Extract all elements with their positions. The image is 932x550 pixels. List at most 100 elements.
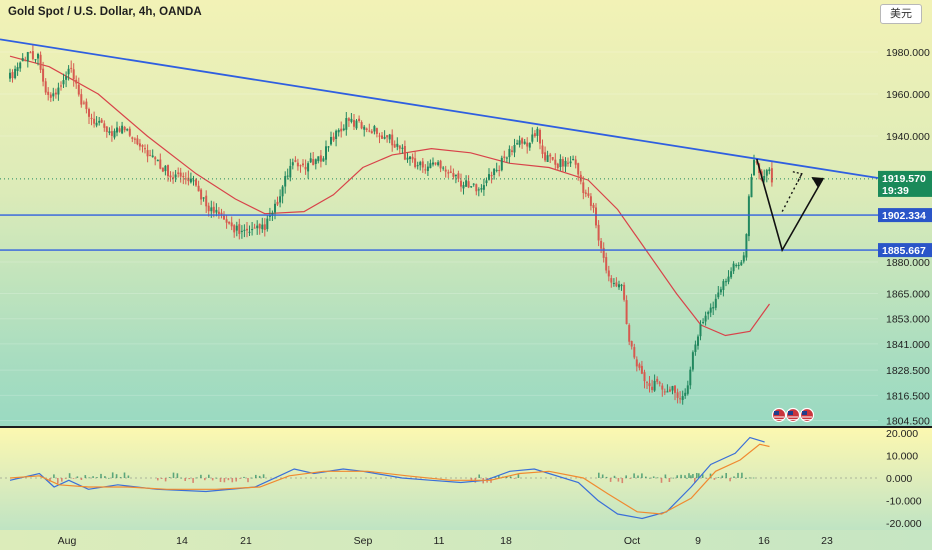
candle-body (465, 180, 468, 187)
candle-body (286, 175, 289, 177)
candle-body (518, 140, 521, 145)
macd-histogram-bar (219, 478, 222, 482)
candle-body (9, 72, 11, 79)
candle-body (523, 141, 526, 144)
candle-body (26, 52, 29, 62)
macd-histogram-bar (680, 474, 682, 478)
macd-histogram-bar (227, 478, 230, 481)
macd-histogram-bar (621, 478, 624, 484)
macd-histogram-bar (684, 475, 686, 478)
horizontal-levels-layer (0, 178, 878, 251)
candle-body (169, 175, 172, 178)
candle-body (299, 165, 302, 167)
candle-body (110, 131, 113, 136)
candle-body (327, 146, 330, 148)
candle-body (742, 255, 745, 262)
candle-body (531, 134, 534, 142)
currency-button[interactable]: 美元 (880, 4, 922, 24)
candle-body (595, 207, 597, 226)
macd-histogram-bar (251, 477, 253, 479)
macd-histogram-bar (513, 478, 516, 479)
flag-canton (788, 411, 793, 415)
candle-body (103, 123, 106, 128)
candle-body (363, 126, 366, 130)
candle-body (500, 157, 503, 171)
candle-body (597, 224, 600, 241)
candle-body (360, 122, 363, 129)
candle-body (403, 146, 406, 160)
level-label-0[interactable]: 1902.334 (878, 208, 932, 223)
macd-histogram-bar (729, 478, 731, 482)
candle-body (488, 174, 490, 180)
candle-body (258, 223, 261, 229)
candle-body (521, 138, 524, 144)
candle-body (238, 224, 241, 234)
macd-histogram-bar (741, 472, 743, 478)
candle-body (770, 168, 773, 183)
macd-histogram-bar (164, 478, 167, 482)
time-tick-4: 11 (434, 535, 445, 547)
candle-body (330, 137, 332, 145)
macd-histogram-bar (745, 478, 747, 479)
candle-body (513, 145, 516, 153)
level-label-1[interactable]: 1885.667 (878, 243, 932, 258)
candle-body (80, 94, 83, 105)
candle-body (579, 174, 582, 182)
candle-body (197, 185, 200, 192)
macd-histogram-bar (613, 475, 616, 478)
macd-histogram-bar (223, 478, 226, 483)
candle-body (261, 224, 264, 230)
candle-body (702, 322, 705, 323)
macd-histogram-bar (96, 477, 98, 478)
macd-histogram-bar (211, 478, 214, 481)
candle-body (210, 207, 213, 212)
candle-body (480, 188, 483, 190)
time-axis-background[interactable] (0, 530, 932, 550)
candle-body (57, 87, 60, 95)
level-label-bg (878, 243, 932, 258)
macd-histogram-bar (694, 478, 696, 483)
macd-histogram-bar (601, 474, 604, 478)
pane-separator[interactable] (0, 426, 932, 428)
candle-body (151, 155, 154, 158)
trendline[interactable] (0, 38, 879, 179)
candle-body (251, 229, 254, 231)
us-flag-icon[interactable] (785, 407, 801, 423)
macd-histogram-bar (61, 478, 63, 482)
candle-body (146, 150, 149, 157)
candle-body (52, 93, 55, 97)
us-flag-icon[interactable] (771, 407, 787, 423)
macd-tick-2: 0.000 (886, 473, 912, 485)
candle-body (235, 225, 238, 231)
candle-body (691, 352, 694, 370)
candle-body (684, 392, 687, 396)
candle-body (75, 79, 78, 84)
moving-average-line (9, 55, 770, 337)
candle-body (294, 160, 297, 162)
candle-body (424, 169, 427, 171)
candle-body (676, 392, 679, 398)
time-tick-2: 21 (240, 535, 252, 547)
macd-histogram-bar (196, 477, 198, 479)
candle-body (337, 130, 340, 133)
candle-body (156, 159, 159, 162)
candle-body (406, 157, 409, 160)
candle-body (661, 385, 664, 390)
candle-body (31, 51, 34, 60)
candle-body (289, 165, 292, 178)
macd-histogram-bar (701, 474, 704, 478)
candle-body (674, 385, 676, 393)
candle-body (763, 176, 766, 181)
macd-histogram-bar (717, 477, 720, 478)
candle-body (602, 247, 605, 258)
candle-body (291, 162, 294, 166)
us-flag-icon[interactable] (799, 407, 815, 423)
candle-body (432, 162, 434, 165)
candle-body (628, 325, 631, 342)
candle-body (722, 281, 725, 290)
candle-body (493, 168, 496, 175)
macd-histogram-bar (748, 477, 751, 479)
candle-body (375, 128, 378, 134)
